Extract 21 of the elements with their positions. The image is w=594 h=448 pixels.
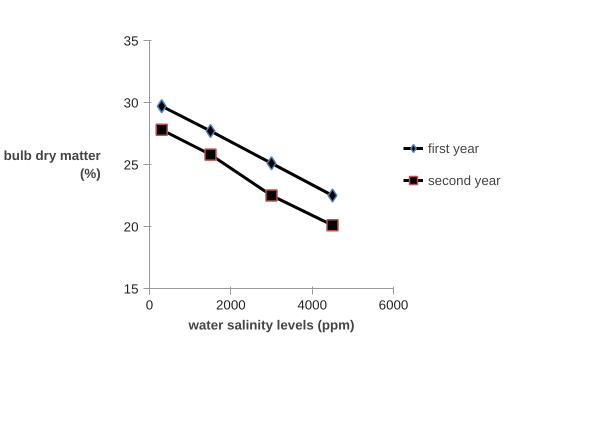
point [156,98,167,114]
legend-label: second year [428,172,501,188]
x-tick-label: 0 [146,298,154,312]
point [155,124,168,136]
y-tick-label: 20 [124,220,139,234]
y-tick-label: 25 [124,158,139,172]
y-axis-title: bulb dry matter (%) [4,148,101,181]
x-tick-label: 6000 [378,298,408,312]
x-axis-title: water salinity levels (ppm) [188,318,354,332]
point [327,188,338,203]
x-tick-label: 4000 [297,298,327,312]
y-tick-label: 15 [124,282,139,296]
point [326,219,339,232]
x-tick-label: 2000 [216,298,246,312]
point [265,189,278,202]
point [204,148,217,161]
point [205,124,216,138]
y-tick-label: 30 [124,96,139,110]
y-tick-label: 35 [124,34,139,48]
point [266,156,277,171]
legend-label: first year [428,140,480,156]
